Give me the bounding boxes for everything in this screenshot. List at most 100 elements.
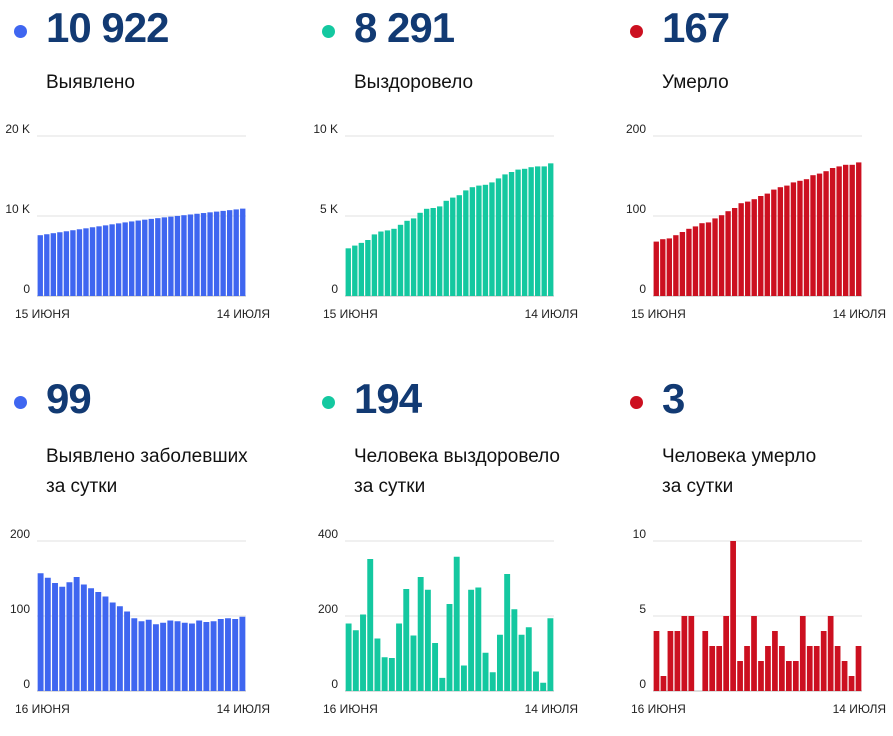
x-tick-label-end: 14 ИЮЛЯ	[525, 702, 578, 716]
bar	[83, 228, 89, 296]
stat-label: Выявлено заболевших за сутки	[46, 442, 248, 502]
stat-number: 194	[354, 375, 422, 422]
bar	[174, 215, 181, 296]
bar-chart: 0 5 K 10 K 15 ИЮНЯ 14 ИЮЛЯ	[313, 122, 578, 321]
bar	[758, 661, 764, 691]
bar	[352, 245, 358, 296]
bar	[456, 195, 462, 296]
bar	[430, 208, 436, 296]
y-tick-label: 10 K	[5, 202, 30, 216]
bar	[187, 214, 194, 296]
bar	[374, 638, 381, 691]
bar	[240, 208, 246, 296]
panel-detected-total: 10 922 Выявлено 0 10 K 20 K 15 ИЮНЯ 14 ИЮЛЯ	[0, 0, 290, 360]
bar	[381, 657, 388, 691]
bar	[115, 223, 122, 296]
bar	[378, 231, 384, 296]
stat-label: Человека умерло за сутки	[662, 442, 816, 502]
bar	[533, 671, 539, 691]
bar	[57, 232, 63, 296]
bar	[453, 556, 460, 691]
bar	[450, 197, 456, 296]
bar	[482, 652, 489, 691]
bar	[174, 621, 181, 691]
bar	[181, 215, 187, 296]
bar	[528, 167, 534, 296]
y-tick-label: 0	[639, 282, 646, 296]
bar	[160, 622, 167, 691]
x-tick-label-start: 15 ИЮНЯ	[631, 307, 686, 321]
y-tick-label: 400	[318, 527, 338, 541]
bar	[525, 627, 532, 691]
bar	[148, 218, 154, 296]
bullet-dot	[630, 25, 643, 38]
bar	[547, 618, 554, 691]
bar	[827, 616, 834, 691]
bar	[836, 166, 842, 296]
bar	[360, 614, 366, 691]
bar	[667, 631, 674, 691]
bar	[89, 227, 96, 296]
bar	[417, 212, 423, 296]
bar	[232, 619, 239, 691]
bar	[673, 235, 679, 296]
stat-number: 99	[46, 375, 92, 422]
bar	[681, 616, 688, 691]
bar	[220, 210, 226, 296]
bar	[718, 215, 725, 296]
bar	[797, 180, 803, 296]
bar	[207, 212, 213, 296]
bar	[810, 175, 816, 296]
bar	[674, 631, 681, 691]
stat-label-line1: Человека выздоровело	[354, 446, 561, 467]
bar	[437, 206, 443, 296]
bar	[161, 217, 168, 296]
bar	[142, 219, 148, 296]
bar	[841, 661, 848, 691]
bar	[217, 619, 224, 691]
y-tick-label: 0	[23, 282, 30, 296]
bar-chart: 0 100 200 15 ИЮНЯ 14 ИЮЛЯ	[626, 122, 886, 321]
bullet-dot	[14, 396, 27, 409]
bar	[482, 184, 489, 296]
bar	[548, 163, 554, 296]
bar	[829, 168, 836, 296]
x-tick-label-start: 16 ИЮНЯ	[631, 702, 686, 716]
bar	[194, 213, 200, 296]
bar	[96, 226, 102, 296]
bar	[508, 172, 515, 296]
bar	[365, 240, 371, 296]
bar	[181, 622, 188, 691]
stat-label-line2: за сутки	[46, 476, 118, 497]
bar	[210, 621, 217, 691]
bullet-dot	[14, 25, 27, 38]
bar	[226, 210, 233, 296]
bar	[138, 621, 145, 691]
bar	[785, 661, 792, 691]
y-tick-label: 200	[626, 122, 646, 136]
bar	[856, 162, 862, 296]
bar	[59, 586, 66, 691]
bar	[779, 646, 785, 691]
bar	[424, 589, 431, 691]
bar	[404, 220, 410, 296]
bar	[145, 619, 152, 691]
x-tick-label-end: 14 ИЮЛЯ	[217, 702, 270, 716]
bar	[213, 211, 220, 296]
bar	[358, 242, 365, 296]
bar	[744, 646, 750, 691]
bar	[135, 220, 141, 296]
bar	[803, 179, 810, 296]
x-tick-label-end: 14 ИЮЛЯ	[833, 702, 886, 716]
bar	[167, 620, 174, 691]
y-tick-label: 200	[318, 602, 338, 616]
stat-label-line2: за сутки	[354, 476, 426, 497]
bar	[495, 178, 502, 296]
bar	[702, 631, 709, 691]
x-tick-label-start: 15 ИЮНЯ	[15, 307, 70, 321]
stat-label-line1: Выявлено заболевших	[46, 446, 248, 467]
stat-label: Человека выздоровело за сутки	[354, 442, 560, 502]
bar	[799, 616, 806, 691]
y-tick-label: 0	[331, 282, 338, 296]
bar	[391, 228, 397, 296]
